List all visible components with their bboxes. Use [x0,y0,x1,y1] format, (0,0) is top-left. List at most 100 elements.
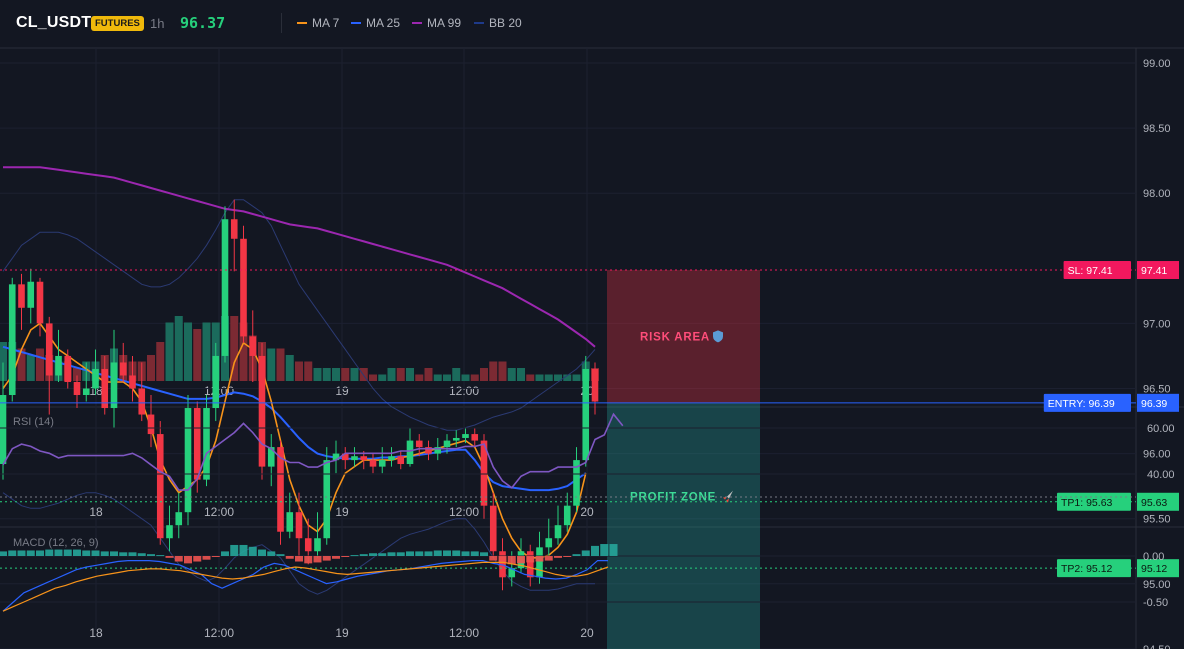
candle-body [462,434,469,438]
y-tick-label: 40.00 [1147,469,1175,481]
y-tick-label: -0.50 [1143,597,1168,609]
macd-histogram-bar [415,551,424,556]
candle-body [156,434,164,539]
legend-ma7[interactable]: MA 7 [297,16,339,30]
candle-body [425,447,432,454]
volume-bar [304,361,313,381]
macd-histogram-bar [100,551,109,556]
candle-body [508,568,516,578]
volume-bar [387,368,396,381]
x-tick-label: 18 [89,505,103,519]
x-tick-label: 12:00 [204,505,234,519]
profit-zone [607,402,760,649]
y-tick-label: 0.00 [1143,551,1164,563]
macd-histogram-bar [470,551,479,556]
legend-ma25[interactable]: MA 25 [351,16,400,30]
macd-histogram-bar [147,554,155,556]
shield-icon [713,330,723,343]
volume-bar [563,374,572,381]
candle-body [526,551,534,578]
volume-bar [239,322,248,381]
candle-body [489,505,497,552]
candle-body [64,355,72,382]
x-tick-label: 20 [580,505,594,519]
macd-histogram-bar [239,544,248,556]
x-tick-label: 19 [335,505,349,519]
level-price-tag [1137,559,1179,578]
macd-histogram-bar [581,550,590,556]
candle-body [397,456,405,465]
macd-histogram-bar [91,550,100,556]
volume-bar [517,368,525,381]
macd-histogram-bar [396,552,405,556]
macd-histogram-bar [433,550,442,556]
candle-body [119,362,127,376]
volume-bar [26,355,35,381]
candle-body [45,323,53,376]
macd-histogram-bar [63,549,72,556]
candle-body [8,284,16,396]
profit-zone-label: PROFIT ZONE [630,492,716,504]
level-price-label: 95.63 [1141,497,1167,509]
macd-histogram-bar [193,556,202,562]
macd-histogram-bar [554,556,562,558]
macd-histogram-bar [350,555,359,557]
volume-bar [378,374,387,381]
volume-bar [230,316,239,381]
macd-histogram-bar [591,545,599,556]
symbol-name[interactable]: CL_USDT [16,14,92,31]
candle-body [193,408,201,480]
candle-body [304,538,312,552]
candle-body [573,460,580,506]
candle-body [92,368,99,389]
candle-body [591,368,599,402]
x-tick-label: 19 [335,384,349,398]
candle-body [184,408,192,513]
macd-histogram-bar [332,556,340,559]
macd-histogram-bar [295,556,303,562]
macd-histogram-bar [119,552,128,556]
macd-histogram-bar [110,551,118,556]
volume-bar [452,368,461,381]
macd-histogram-bar [165,556,174,558]
volume-bar [433,374,442,381]
level-price-label: 97.41 [1141,265,1167,277]
volume-bar [147,355,155,381]
volume-bar [313,368,322,381]
volume-bar [544,374,553,381]
timeframe-label[interactable]: 1h [150,16,165,31]
macd-histogram-bar [267,551,276,556]
candle-body [221,219,229,356]
legend-swatch [297,22,307,24]
header-divider [281,13,282,33]
candle-body [36,281,44,324]
macd-histogram-bar [461,551,470,556]
candle-body [369,460,377,467]
x-tick-label: 18 [89,626,103,640]
x-tick-label: 12:00 [449,626,479,640]
candle-body [27,281,35,308]
legend-bb20[interactable]: BB 20 [474,16,522,30]
legend-ma99[interactable]: MA 99 [412,16,461,30]
volume-bar [36,348,44,381]
macd-histogram-bar [563,556,572,557]
candle-body [563,505,571,526]
volume-bar [572,374,581,381]
macd-histogram-bar [8,550,17,556]
volume-bar [267,348,276,381]
candle-body [471,434,479,441]
volume-bar [406,368,414,381]
macd-histogram-bar [609,544,618,556]
macd-histogram-bar [36,550,44,556]
x-tick-label: 12:00 [449,384,479,398]
volume-bar [498,361,507,381]
macd-histogram-bar [202,556,211,560]
macd-histogram-bar [517,556,525,564]
legend-label: MA 99 [427,16,462,30]
y-tick-label: 98.50 [1143,123,1171,135]
candle-body [582,368,590,461]
macd-histogram-bar [572,554,581,556]
volume-bar [341,368,350,381]
volume-bar [332,368,340,381]
